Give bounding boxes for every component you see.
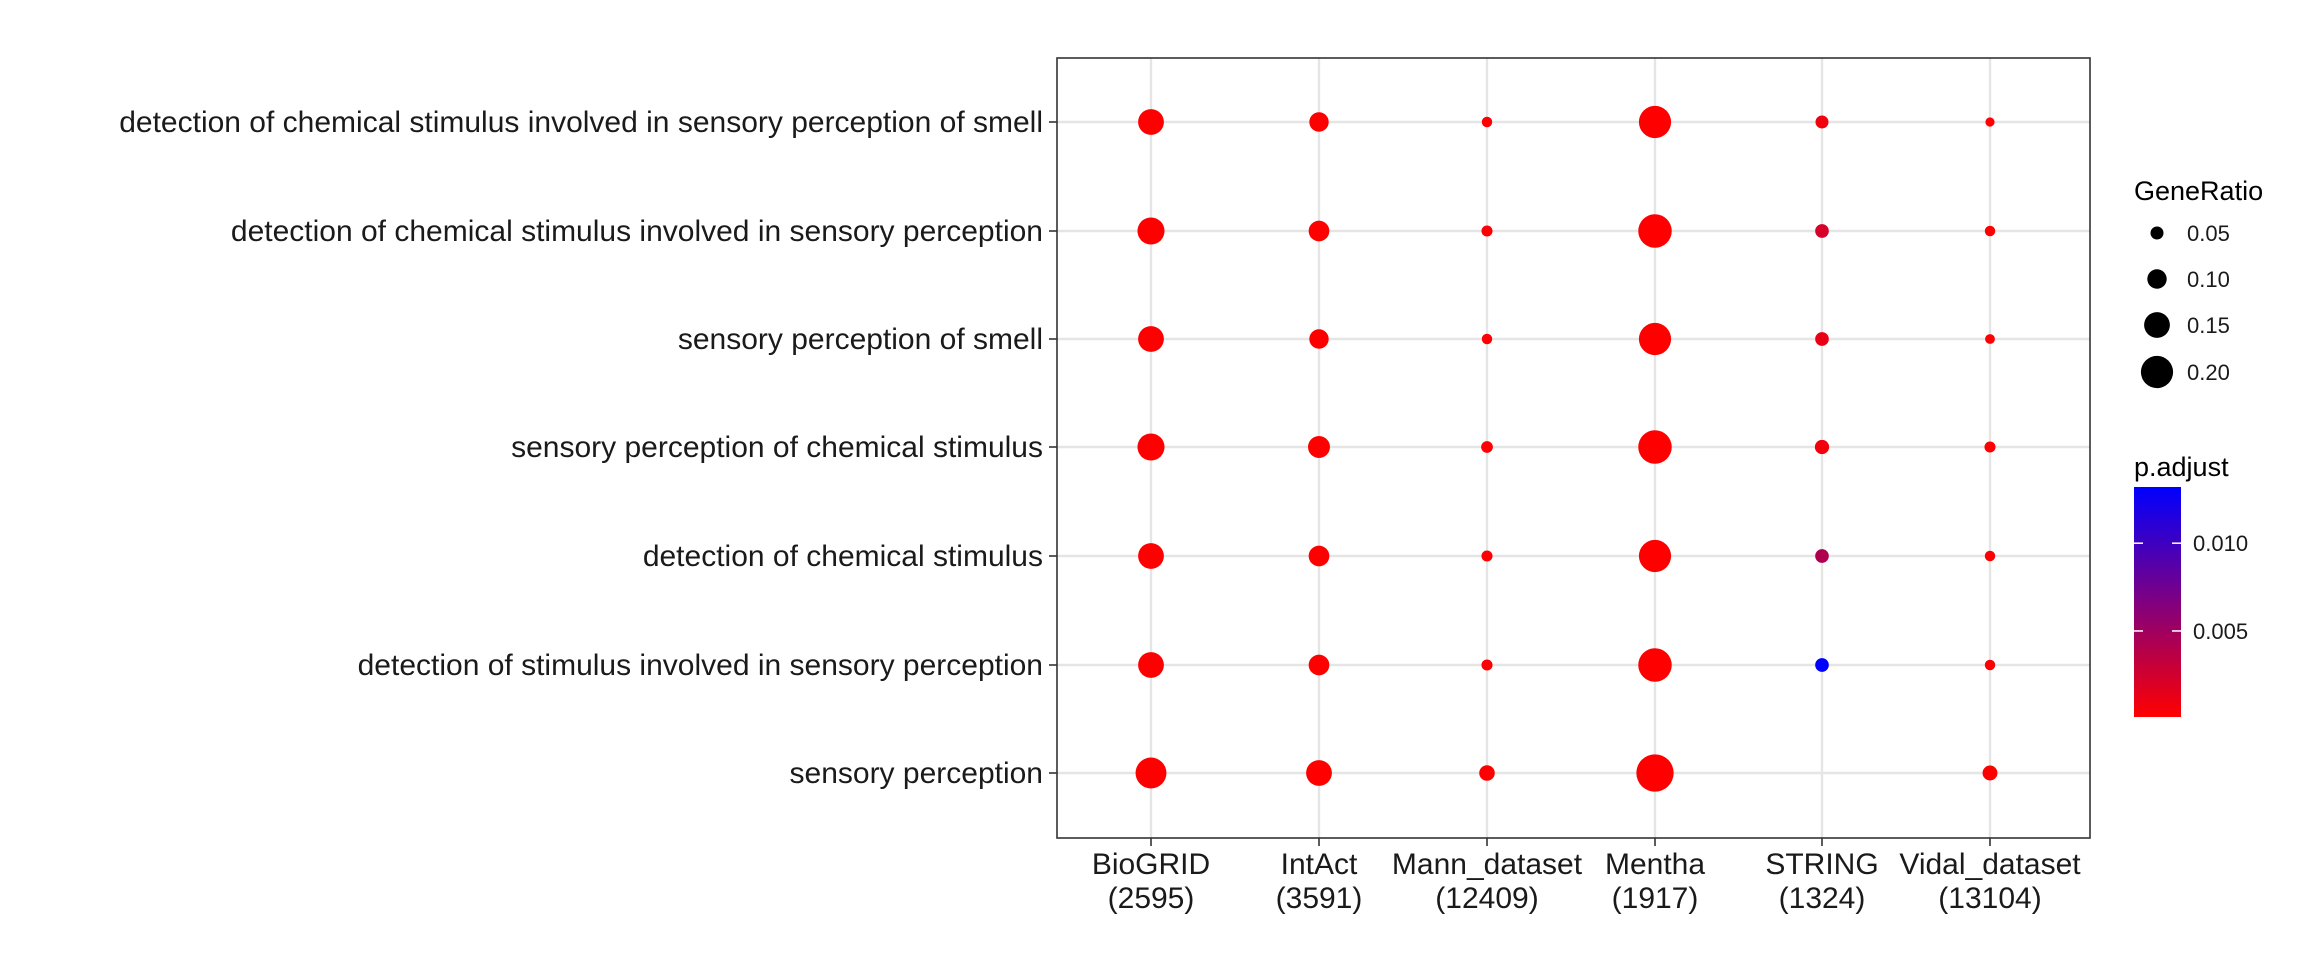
size-legend-key <box>2144 312 2170 338</box>
point-sensory-perception-of-chemical-stimulus-STRING <box>1814 439 1830 455</box>
y-axis: detection of chemical stimulus involved … <box>119 106 1057 790</box>
point-detection-of-stimulus-involved-in-sensory-perception-STRING <box>1815 658 1829 672</box>
x-tick-count-label: (13104) <box>1938 882 2041 915</box>
x-tick-label: IntAct <box>1281 848 1358 881</box>
point-detection-of-chemical-stimulus-involved-in-sensory-perception-of-smell-Mentha <box>1638 105 1672 139</box>
point-detection-of-chemical-stimulus-involved-in-sensory-perception-Vidal_dataset <box>1984 225 1996 237</box>
point-detection-of-chemical-stimulus-STRING <box>1815 549 1829 563</box>
point-detection-of-chemical-stimulus-involved-in-sensory-perception-of-smell-BioGRID <box>1138 109 1164 135</box>
y-tick-label: detection of stimulus involved in sensor… <box>358 649 1043 682</box>
y-tick-label: detection of chemical stimulus involved … <box>231 215 1043 248</box>
point-sensory-perception-of-smell-STRING <box>1815 332 1829 346</box>
point-detection-of-chemical-stimulus-involved-in-sensory-perception-BioGRID <box>1137 217 1165 245</box>
point-sensory-perception-of-chemical-stimulus-BioGRID <box>1137 433 1165 461</box>
point-sensory-perception-of-smell-Vidal_dataset <box>1985 334 1995 344</box>
point-sensory-perception-of-smell-IntAct <box>1309 329 1329 349</box>
color-legend: p.adjust 0.005 0.010 <box>2134 452 2248 717</box>
size-legend-title: GeneRatio <box>2134 176 2263 206</box>
colorbar-tick-label: 0.005 <box>2193 619 2248 644</box>
point-detection-of-chemical-stimulus-involved-in-sensory-perception-STRING <box>1815 224 1829 238</box>
size-legend-key <box>2140 355 2174 389</box>
y-tick-label: sensory perception of chemical stimulus <box>511 431 1043 464</box>
point-sensory-perception-of-smell-BioGRID <box>1138 326 1164 352</box>
point-detection-of-stimulus-involved-in-sensory-perception-BioGRID <box>1138 652 1164 678</box>
x-tick-label: Mann_dataset <box>1392 848 1583 881</box>
size-legend-key <box>2147 269 2167 289</box>
colorbar-ticks: 0.005 0.010 <box>2134 531 2248 644</box>
plot-border <box>1056 57 2091 839</box>
point-sensory-perception-of-smell-Mentha <box>1638 322 1672 356</box>
point-sensory-perception-of-chemical-stimulus-Vidal_dataset <box>1984 441 1996 453</box>
y-tick-label: detection of chemical stimulus involved … <box>119 106 1043 139</box>
points-layer <box>1135 105 1998 792</box>
x-tick-count-label: (12409) <box>1435 882 1538 915</box>
size-legend-label: 0.20 <box>2187 360 2230 385</box>
colorbar-tick-label: 0.010 <box>2193 531 2248 556</box>
point-detection-of-chemical-stimulus-involved-in-sensory-perception-IntAct <box>1308 220 1330 242</box>
x-axis: BioGRID(2595) IntAct(3591) Mann_dataset(12… <box>1092 838 2081 915</box>
point-sensory-perception-Mann_dataset <box>1479 765 1495 781</box>
point-detection-of-chemical-stimulus-involved-in-sensory-perception-Mann_dataset <box>1481 225 1493 237</box>
y-tick-label: sensory perception of smell <box>678 323 1043 356</box>
point-detection-of-stimulus-involved-in-sensory-perception-Mentha <box>1638 648 1672 682</box>
point-sensory-perception-of-chemical-stimulus-IntAct <box>1308 436 1330 458</box>
size-legend-items: 0.05 0.10 0.15 0.20 <box>2140 221 2230 389</box>
x-tick-label: BioGRID <box>1092 848 1210 881</box>
point-detection-of-stimulus-involved-in-sensory-perception-Mann_dataset <box>1481 659 1493 671</box>
point-detection-of-chemical-stimulus-BioGRID <box>1138 543 1164 569</box>
point-sensory-perception-Vidal_dataset <box>1982 765 1998 781</box>
point-detection-of-chemical-stimulus-Vidal_dataset <box>1984 550 1996 562</box>
x-tick-count-label: (3591) <box>1276 882 1363 915</box>
point-sensory-perception-of-chemical-stimulus-Mann_dataset <box>1481 441 1493 453</box>
plot-area: detection of chemical stimulus involved … <box>119 57 2091 915</box>
x-tick-label: Vidal_dataset <box>1899 848 2081 881</box>
size-legend-label: 0.15 <box>2187 313 2230 338</box>
point-sensory-perception-IntAct <box>1306 760 1332 786</box>
point-detection-of-chemical-stimulus-involved-in-sensory-perception-Mentha <box>1638 214 1672 248</box>
point-detection-of-chemical-stimulus-IntAct <box>1308 545 1330 567</box>
point-sensory-perception-Mentha <box>1636 754 1674 792</box>
x-tick-count-label: (2595) <box>1108 882 1195 915</box>
size-legend-label: 0.05 <box>2187 221 2230 246</box>
point-detection-of-stimulus-involved-in-sensory-perception-Vidal_dataset <box>1984 659 1996 671</box>
point-sensory-perception-of-smell-Mann_dataset <box>1481 333 1493 345</box>
size-legend-label: 0.10 <box>2187 267 2230 292</box>
y-tick-label: sensory perception <box>790 757 1043 790</box>
point-detection-of-chemical-stimulus-Mann_dataset <box>1481 550 1493 562</box>
x-tick-count-label: (1917) <box>1612 882 1699 915</box>
point-detection-of-chemical-stimulus-involved-in-sensory-perception-of-smell-STRING <box>1815 115 1829 129</box>
size-legend: GeneRatio 0.05 0.10 0.15 0.20 <box>2134 176 2263 389</box>
x-tick-label: Mentha <box>1605 848 1705 881</box>
point-sensory-perception-of-chemical-stimulus-Mentha <box>1638 430 1672 464</box>
y-tick-label: detection of chemical stimulus <box>643 540 1043 573</box>
point-detection-of-stimulus-involved-in-sensory-perception-IntAct <box>1308 654 1330 676</box>
x-tick-label: STRING <box>1765 848 1878 881</box>
x-tick-count-label: (1324) <box>1779 882 1866 915</box>
size-legend-key <box>2150 226 2164 240</box>
point-detection-of-chemical-stimulus-involved-in-sensory-perception-of-smell-Mann_dataset <box>1481 116 1493 128</box>
point-detection-of-chemical-stimulus-involved-in-sensory-perception-of-smell-IntAct <box>1309 112 1329 132</box>
point-sensory-perception-BioGRID <box>1135 757 1167 789</box>
point-detection-of-chemical-stimulus-involved-in-sensory-perception-of-smell-Vidal_dataset <box>1985 117 1995 127</box>
point-detection-of-chemical-stimulus-Mentha <box>1638 539 1672 573</box>
color-legend-title: p.adjust <box>2134 452 2229 482</box>
colorbar <box>2134 487 2181 717</box>
